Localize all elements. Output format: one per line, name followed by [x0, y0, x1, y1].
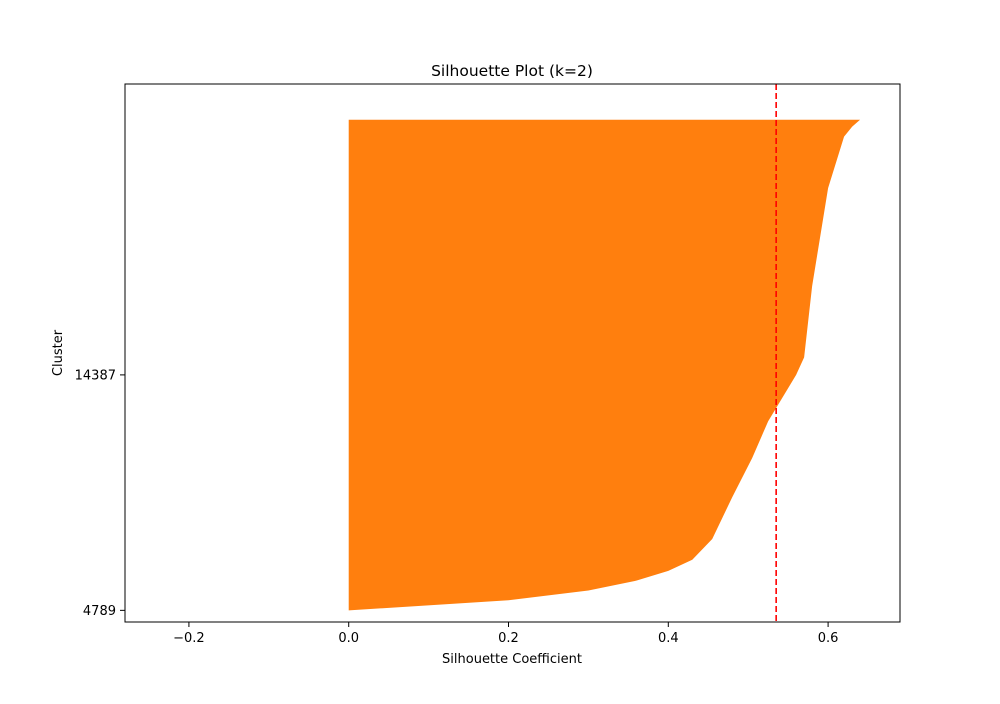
- plot-area: [348, 84, 861, 622]
- x-tick-label: 0.2: [498, 631, 519, 646]
- silhouette-area-cluster-1: [348, 119, 861, 611]
- chart-title: Silhouette Plot (k=2): [431, 62, 593, 80]
- y-tick-label: 14387: [75, 368, 116, 383]
- y-axis-label: Cluster: [51, 329, 66, 376]
- y-tick-label: 4789: [83, 604, 116, 619]
- y-axis: 4789 14387: [75, 368, 125, 619]
- x-tick-label: 0.6: [818, 631, 839, 646]
- x-axis: −0.2 0.0 0.2 0.4 0.6: [173, 622, 838, 646]
- plot-frame: [124, 83, 901, 623]
- x-tick-label: 0.4: [658, 631, 679, 646]
- x-tick-label: −0.2: [173, 631, 205, 646]
- x-axis-label: Silhouette Coefficient: [442, 652, 582, 667]
- x-tick-label: 0.0: [338, 631, 359, 646]
